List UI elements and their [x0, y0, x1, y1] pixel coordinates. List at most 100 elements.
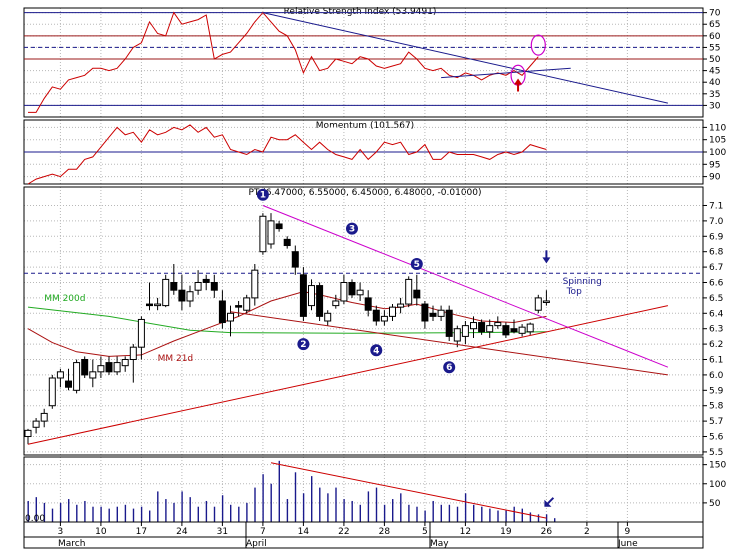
volume-bar — [27, 500, 29, 522]
candle-body — [227, 312, 234, 322]
volume-bar — [529, 512, 532, 522]
candle-body — [105, 362, 113, 373]
x-tick-label: 19 — [500, 527, 512, 537]
volume-baseline-label: 0.00 — [25, 514, 45, 524]
volume-bar — [327, 493, 329, 522]
candle-body — [526, 323, 534, 333]
candle-body — [389, 306, 396, 317]
rsi-ytick-label: 70 — [709, 9, 721, 19]
volume-bar — [140, 506, 143, 522]
candle-body — [445, 309, 453, 337]
volume-bar — [173, 502, 175, 522]
volume-bar — [181, 491, 183, 522]
candle-body — [291, 251, 299, 268]
rsi-ytick-label: 45 — [709, 67, 720, 77]
price-panel: PT (6.47000, 6.55000, 6.45000, 6.48000, … — [23, 186, 724, 458]
volume-bar — [286, 499, 289, 522]
momentum-ytick-label: 110 — [709, 123, 726, 133]
price-ytick-label: 6.1 — [709, 356, 723, 366]
rsi-frame — [23, 7, 704, 118]
volume-bar — [278, 460, 280, 522]
volume-bar — [456, 506, 459, 522]
volume-bar — [489, 508, 491, 522]
candle-body — [170, 281, 178, 291]
volume-bar — [51, 508, 54, 522]
wave-label-1: 1 — [260, 191, 266, 201]
volume-bar — [76, 504, 78, 522]
candle-body — [113, 362, 121, 373]
price-ytick-label: 5.6 — [709, 433, 724, 443]
price-ytick-label: 7.1 — [709, 201, 723, 211]
candle-body — [510, 328, 518, 333]
volume-bar — [392, 499, 394, 522]
volume-bar — [108, 508, 110, 522]
candle-body — [502, 325, 510, 336]
candle-body — [146, 303, 153, 307]
volume-bar — [35, 497, 37, 522]
rsi-ytick-label: 60 — [709, 32, 721, 42]
moving-average-label: MM 200d — [44, 294, 85, 304]
price-ytick-label: 6.6 — [709, 278, 724, 288]
candle-body — [154, 303, 162, 307]
price-trendline — [27, 305, 669, 445]
candle-body — [340, 281, 348, 302]
volume-trendline — [270, 462, 547, 519]
candle-body — [478, 322, 486, 333]
wave-label-4: 4 — [373, 346, 379, 356]
month-label: June — [617, 539, 638, 549]
candle-body — [486, 325, 494, 333]
x-tick-label: 14 — [298, 527, 310, 537]
price-ytick-label: 6.9 — [709, 232, 724, 242]
volume-ytick-label: 150 — [709, 461, 726, 471]
volume-bar — [505, 510, 507, 522]
volume-bar — [213, 506, 216, 522]
volume-bar — [205, 500, 208, 522]
candle-body — [48, 377, 56, 407]
candle-body — [364, 297, 372, 311]
volume-bar — [197, 506, 199, 522]
wave-label-marker — [370, 344, 383, 357]
candle-body — [429, 312, 437, 317]
price-ytick-label: 5.7 — [709, 417, 723, 427]
price-ytick-label: 6.4 — [709, 309, 724, 319]
x-axis-frame — [23, 521, 704, 549]
candle-body — [453, 328, 461, 342]
volume-bar — [375, 487, 378, 522]
price-ytick-label: 6.0 — [709, 371, 724, 381]
volume-bar — [432, 500, 434, 522]
volume-bar — [230, 504, 232, 522]
wave-label-marker — [297, 338, 310, 351]
x-tick-label: 3 — [58, 527, 64, 537]
momentum-ytick-label: 90 — [709, 173, 721, 183]
rsi-ytick-label: 65 — [709, 20, 720, 30]
x-tick-label: 28 — [379, 527, 391, 537]
price-ytick-label: 6.3 — [709, 325, 723, 335]
candle-body — [283, 238, 291, 247]
volume-bar — [537, 514, 540, 522]
moving-average-label: MM 21d — [158, 354, 194, 364]
candle-body — [534, 297, 542, 311]
price-ytick-label: 5.9 — [709, 386, 724, 396]
volume-bar — [367, 491, 370, 522]
candle-body — [210, 281, 218, 291]
volume-bar — [416, 506, 418, 522]
x-tick-label: 26 — [541, 527, 553, 537]
candle-body — [162, 278, 170, 307]
candle-body — [372, 309, 380, 322]
highlight-circle — [530, 34, 546, 56]
candle-body — [316, 285, 324, 317]
month-label: May — [430, 539, 449, 549]
volume-bar — [545, 514, 548, 522]
momentum-ytick-label: 105 — [709, 136, 726, 146]
wave-label-marker — [346, 222, 358, 235]
price-ytick-label: 5.8 — [709, 402, 724, 412]
x-tick-label: 17 — [136, 527, 147, 537]
spinning-top-annotation: Spinning — [563, 277, 602, 287]
rsi-ytick-label: 40 — [709, 78, 721, 88]
price-ytick-label: 5.5 — [709, 448, 723, 458]
candle-body — [405, 278, 413, 305]
volume-bar — [254, 487, 256, 522]
wave-label-marker — [256, 188, 269, 201]
moving-average-line — [27, 291, 547, 357]
